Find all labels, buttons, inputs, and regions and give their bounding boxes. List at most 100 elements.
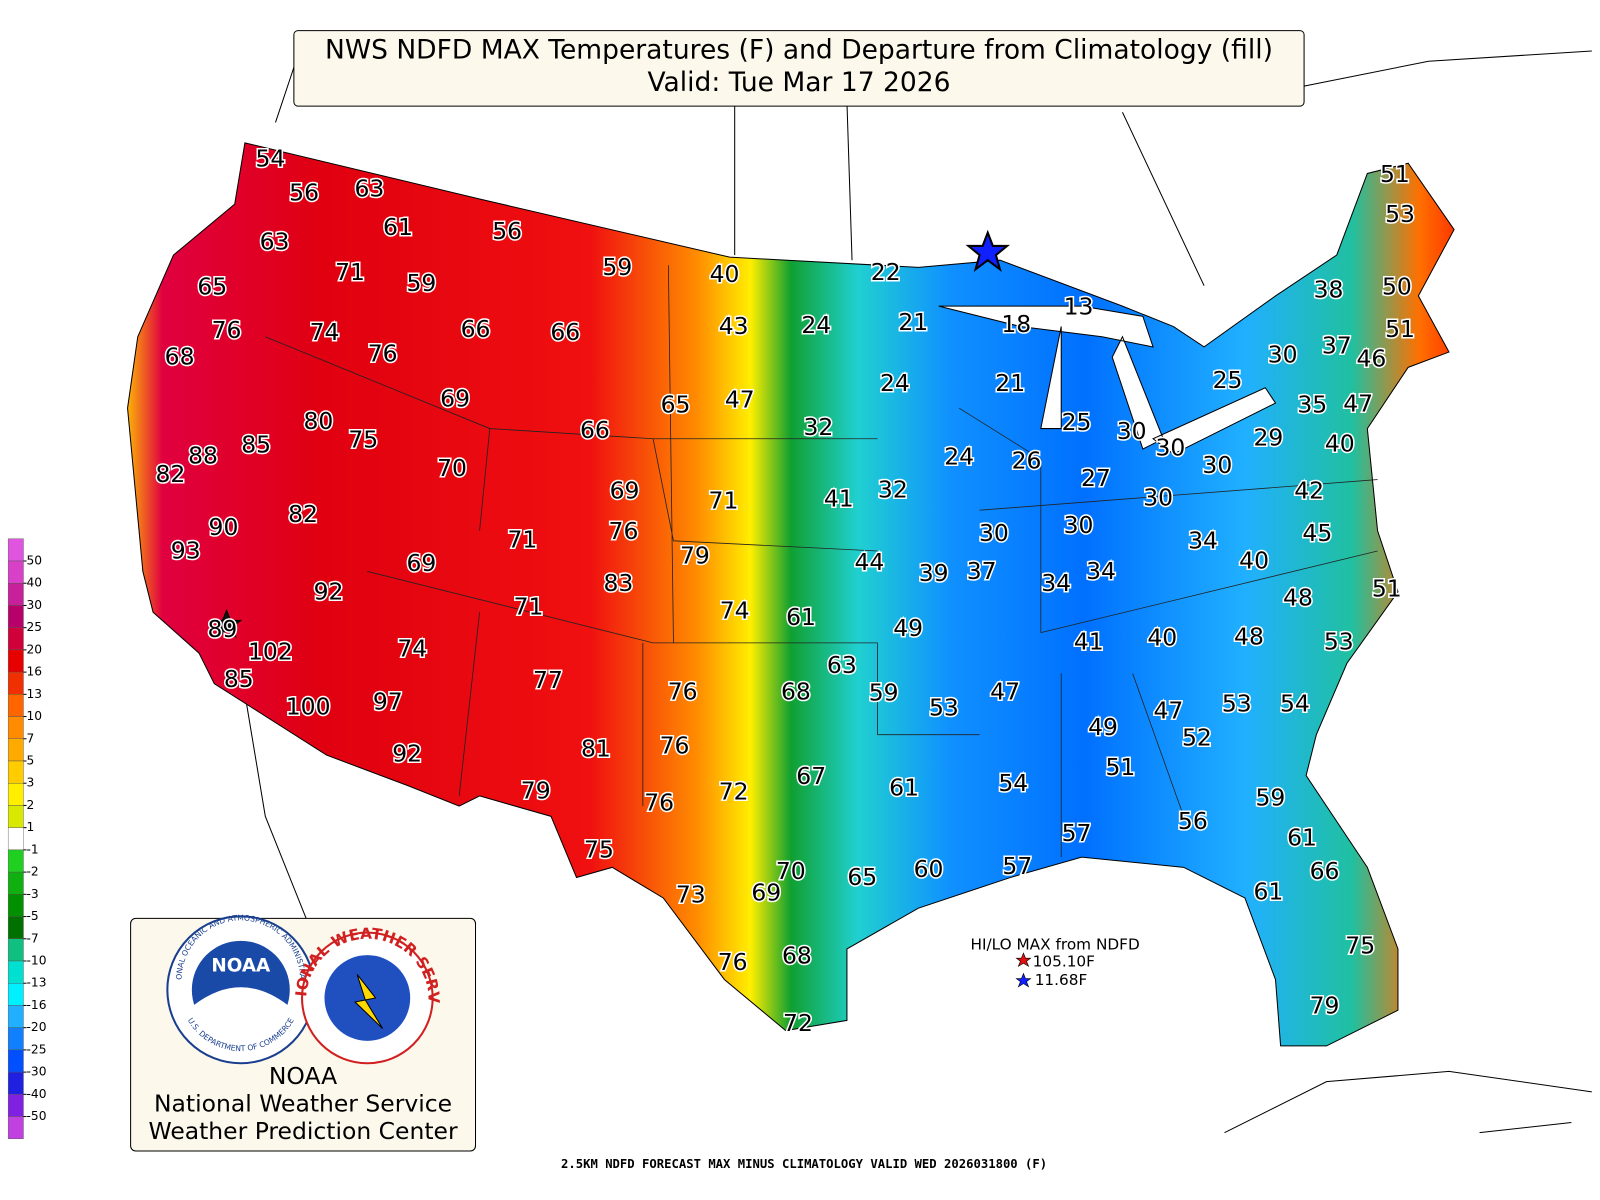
temperature-label: 57 — [1062, 819, 1092, 847]
temperature-label: 72 — [783, 1009, 813, 1037]
temperature-label: 53 — [1222, 690, 1252, 718]
temperature-label: 63 — [827, 651, 857, 679]
temperature-label: 79 — [1310, 992, 1340, 1020]
temperature-label: 89 — [208, 615, 238, 643]
temperature-label: 88 — [188, 442, 218, 470]
colorbar-segment — [7, 605, 24, 628]
colorbar-label: -5 — [27, 909, 39, 923]
temperature-label: 61 — [383, 213, 413, 241]
temperature-label: 59 — [1255, 783, 1285, 811]
temperature-label: 76 — [609, 517, 639, 545]
temperature-label: 65 — [847, 863, 877, 891]
temperature-label: 75 — [584, 836, 614, 864]
hi-star — [1015, 952, 1032, 968]
colorbar-label: -20 — [27, 1020, 47, 1034]
colorbar-label: -13 — [27, 976, 47, 990]
colorbar-label: -25 — [27, 1042, 47, 1056]
temperature-label: 41 — [824, 485, 854, 513]
colorbar-label: -50 — [27, 1109, 47, 1123]
colorbar-segment — [7, 1094, 24, 1117]
temperature-label: 42 — [1294, 476, 1324, 504]
temperature-label: 47 — [725, 386, 755, 414]
temperature-label: 68 — [781, 677, 811, 705]
temperature-label: 65 — [197, 272, 227, 300]
temperature-label: 30 — [1268, 341, 1298, 369]
temperature-label: 80 — [303, 407, 333, 435]
temperature-label: 27 — [1081, 464, 1111, 492]
temperature-label: 43 — [719, 312, 749, 340]
temperature-label: 71 — [709, 487, 739, 515]
temperature-label: 77 — [533, 666, 563, 694]
temperature-label: 81 — [581, 735, 611, 763]
high-star — [210, 608, 243, 638]
temperature-label: 57 — [1002, 852, 1032, 880]
temperature-label: 69 — [751, 878, 781, 906]
temperature-label: 51 — [1105, 753, 1135, 781]
temperature-label: 24 — [801, 311, 831, 339]
hilo-hi: 105.10F — [1033, 953, 1095, 971]
footer: 2.5KM NDFD FORECAST MAX MINUS CLIMATOLOG… — [561, 1157, 1047, 1171]
colorbar-label: -30 — [27, 1065, 47, 1079]
temperature-label: 30 — [1143, 483, 1173, 511]
temperature-label: 66 — [461, 315, 491, 343]
lo-star — [1015, 972, 1032, 988]
temperature-label: 40 — [1325, 429, 1355, 457]
colorbar-segment — [7, 1005, 24, 1028]
temperature-label: 76 — [644, 789, 674, 817]
colorbar-segment — [7, 1071, 24, 1095]
temperature-label: 39 — [919, 559, 949, 587]
temperature-label: 32 — [878, 475, 908, 503]
noaa-gull — [193, 987, 288, 1041]
temperature-label: 30 — [1155, 433, 1185, 461]
colorbar-segment — [7, 649, 24, 673]
colorbar-label: 5 — [27, 753, 35, 767]
temperature-label: 30 — [1064, 511, 1094, 539]
temperature-label: 71 — [514, 593, 544, 621]
temperature-label: 75 — [348, 425, 378, 453]
temperature-label: 26 — [1012, 447, 1042, 475]
temperature-label: 34 — [1086, 557, 1116, 585]
temperature-label: 70 — [437, 454, 467, 482]
temperature-label: 74 — [720, 597, 750, 625]
temperature-label: 69 — [440, 385, 470, 413]
colorbar-label: 25 — [27, 620, 43, 634]
temperature-label: 92 — [392, 740, 422, 768]
credit-line3: Weather Prediction Center — [149, 1117, 458, 1145]
temperature-label: 76 — [660, 731, 690, 759]
colorbar-segment — [7, 1116, 24, 1139]
title: NWS NDFD MAX Temperatures (F) and Depart… — [325, 35, 1273, 66]
temperature-label: 53 — [1324, 627, 1354, 655]
colorbar-label: -3 — [27, 887, 39, 901]
credit-line2: National Weather Service — [154, 1090, 452, 1118]
colorbar-segment — [7, 738, 24, 762]
colorbar-label: 20 — [27, 642, 43, 656]
temperature-label: 30 — [979, 519, 1009, 547]
temperature-label: 65 — [661, 391, 691, 419]
title-box — [293, 30, 1305, 107]
temperature-label: 40 — [1239, 547, 1269, 575]
colorbar-segment — [7, 627, 24, 651]
temperature-label: 82 — [288, 500, 318, 528]
coastlines — [244, 50, 1592, 1134]
temperature-label: 46 — [1357, 345, 1387, 373]
temperature-label: 56 — [289, 178, 319, 206]
colorbar-label: -16 — [27, 998, 47, 1012]
colorbar-label: -10 — [27, 953, 47, 967]
temperature-label: 71 — [508, 525, 538, 553]
temperature-label: 76 — [718, 948, 748, 976]
temperature-label: 37 — [1322, 331, 1352, 359]
temperature-label: 61 — [1253, 877, 1283, 905]
temperature-label: 37 — [967, 557, 997, 585]
colorbar-label: 10 — [27, 709, 43, 723]
colorbar-label: 13 — [27, 687, 43, 701]
colorbar-label: -7 — [27, 931, 39, 945]
colorbar-segment — [7, 805, 24, 828]
temperature-label: 76 — [212, 316, 242, 344]
colorbar-segment — [7, 983, 24, 1006]
colorbar-label: 2 — [27, 798, 35, 812]
temperature-label: 50 — [1382, 272, 1412, 300]
subtitle: Valid: Tue Mar 17 2026 — [647, 67, 950, 98]
temperature-label: 100 — [286, 693, 331, 721]
temperature-label: 68 — [782, 942, 812, 970]
colorbar-label: -2 — [27, 865, 39, 879]
